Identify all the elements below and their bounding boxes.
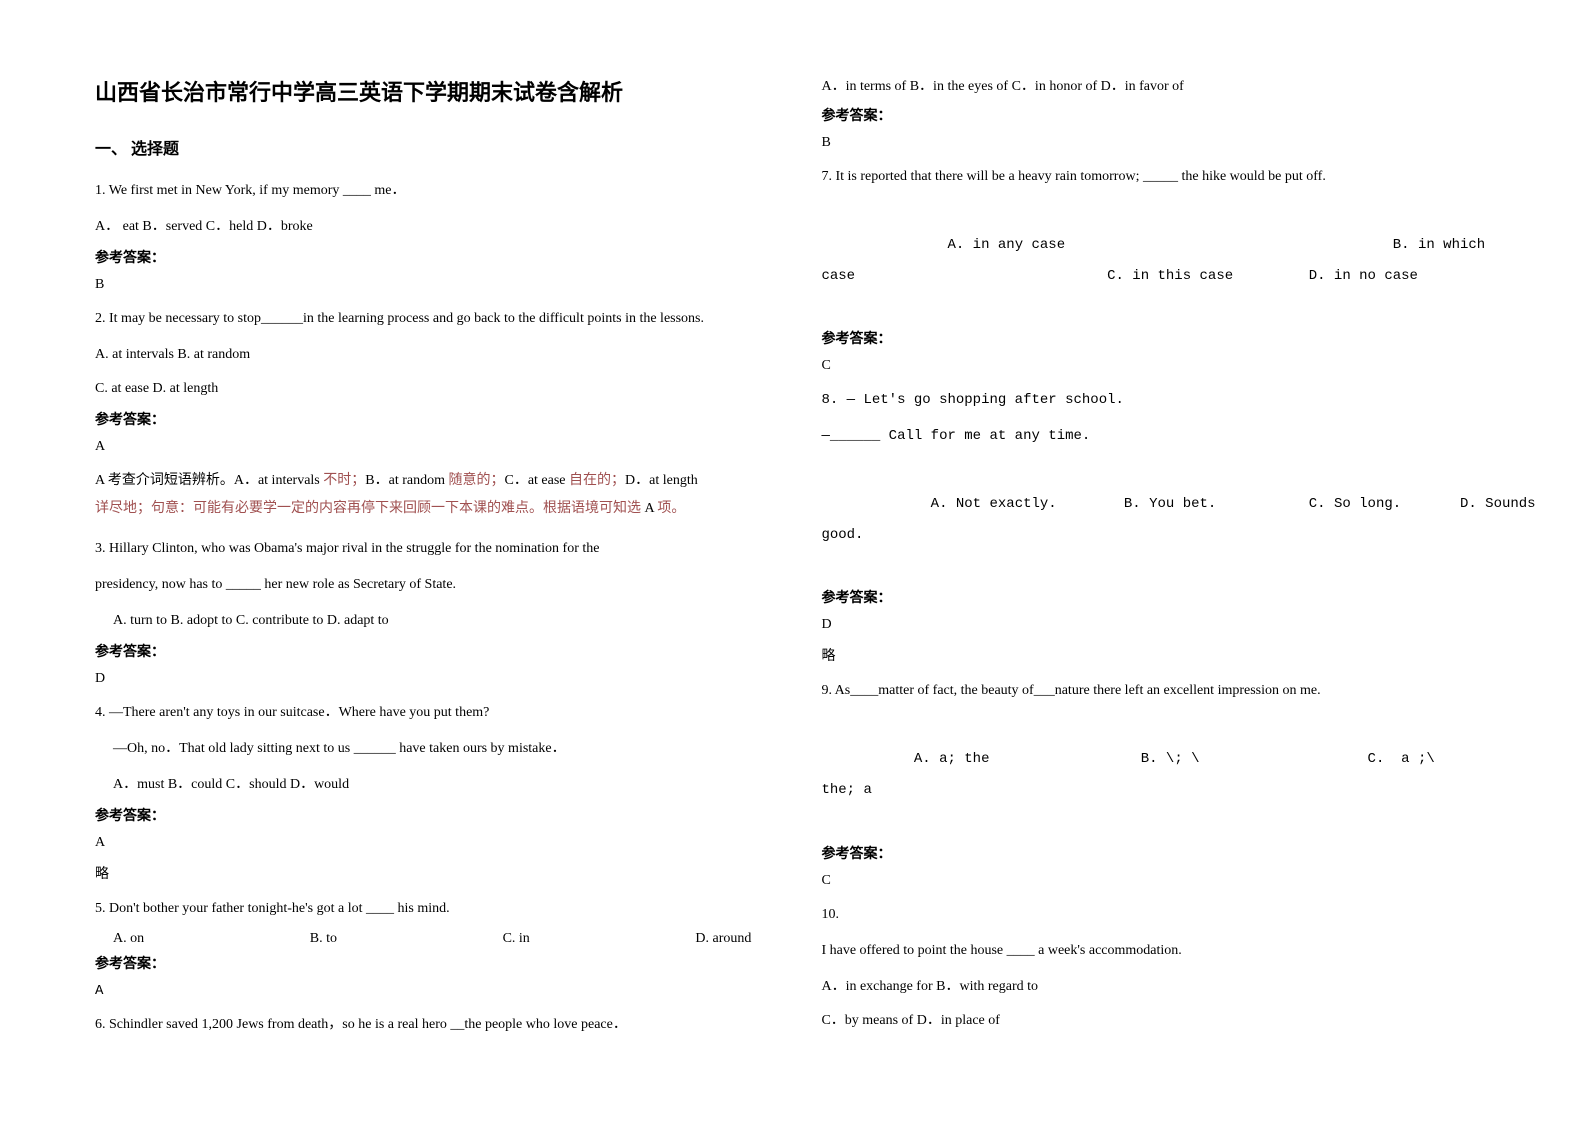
doc-title: 山西省长治市常行中学高三英语下学期期末试卷含解析 <box>95 75 761 107</box>
q4-text-1: 4. —There aren't any toys in our suitcas… <box>95 699 761 727</box>
question-9: 9. As____matter of fact, the beauty of__… <box>821 677 1492 888</box>
q5-opt-b: B. to <box>310 931 337 947</box>
page-container: 山西省长治市常行中学高三英语下学期期末试卷含解析 一、 选择题 1. We fi… <box>95 75 1492 1047</box>
answer-label: 参考答案： <box>95 409 761 429</box>
q2-expl-1e: C．at ease <box>504 473 565 488</box>
q4-answer: A <box>95 835 761 851</box>
q5-text: 5. Don't bother your father tonight-he's… <box>95 895 761 923</box>
q1-options: A． eat B．served C．held D．broke <box>95 213 761 241</box>
question-7: 7. It is reported that there will be a h… <box>821 163 1492 374</box>
q5-opt-a: A. on <box>113 931 144 947</box>
q6-answer: B <box>821 135 1492 151</box>
answer-label: 参考答案： <box>821 587 1492 607</box>
q4-text-2: —Oh, no．That old lady sitting next to us… <box>95 735 761 763</box>
q10-options-2: C．by means of D．in place of <box>821 1007 1492 1035</box>
answer-label: 参考答案： <box>95 953 761 973</box>
q9-opt-l2: the; a <box>821 782 871 798</box>
question-6-cont: A．in terms of B．in the eyes of C．in hono… <box>821 75 1492 151</box>
q5-options: A. on B. to C. in D. around <box>95 931 761 947</box>
q2-explanation: A 考查介词短语辨析。A．at intervals 不时；B．at random… <box>95 467 761 523</box>
q2-expl-1b: 不时； <box>320 473 366 488</box>
q2-answer: A <box>95 439 761 455</box>
q3-text-2: presidency, now has to _____ her new rol… <box>95 571 761 599</box>
question-6: 6. Schindler saved 1,200 Jews from death… <box>95 1011 761 1039</box>
q9-opt-l1: A. a; the B. \; \ C. a ;\ D. <box>889 751 1587 767</box>
q8-text-2: —______ Call for me at any time. <box>821 422 1492 450</box>
q5-answer: A <box>95 983 761 999</box>
q8-opt-l1: A. Not exactly. B. You bet. C. So long. … <box>889 496 1536 512</box>
question-8: 8. — Let's go shopping after school. —__… <box>821 386 1492 665</box>
answer-label: 参考答案： <box>95 247 761 267</box>
q10-options-1: A．in exchange for B．with regard to <box>821 973 1492 1001</box>
q1-text: 1. We first met in New York, if my memor… <box>95 177 761 205</box>
q6-options: A．in terms of B．in the eyes of C．in hono… <box>821 75 1492 95</box>
question-5: 5. Don't bother your father tonight-he's… <box>95 895 761 999</box>
q2-expl-1g: D．at length <box>625 473 698 488</box>
answer-label: 参考答案： <box>95 641 761 661</box>
q5-opt-d: D. around <box>695 931 751 947</box>
q10-number: 10. <box>821 901 1492 929</box>
section-heading: 一、 选择题 <box>95 135 761 159</box>
q2-expl-2a: 详尽地；句意：可能有必要学一定的内容再停下来回顾一下本课的难点。根据语境可知选 <box>95 501 645 516</box>
right-column: A．in terms of B．in the eyes of C．in hono… <box>821 75 1492 1047</box>
q7-answer: C <box>821 358 1492 374</box>
q2-expl-1a: A 考查介词短语辨析。A．at intervals <box>95 473 320 488</box>
q6-text: 6. Schindler saved 1,200 Jews from death… <box>95 1011 761 1039</box>
q5-opt-c: C. in <box>503 931 530 947</box>
q9-text: 9. As____matter of fact, the beauty of__… <box>821 677 1492 705</box>
q4-options: A．must B．could C．should D．would <box>95 771 761 799</box>
q2-options-a: A. at intervals B. at random <box>95 341 761 369</box>
q8-text-1: 8. — Let's go shopping after school. <box>821 386 1492 414</box>
q8-opt-l2: good. <box>821 527 863 543</box>
q7-opt-l2: case C. in this case D. in no case <box>821 268 1418 284</box>
left-column: 山西省长治市常行中学高三英语下学期期末试卷含解析 一、 选择题 1. We fi… <box>95 75 761 1047</box>
q2-options-b: C. at ease D. at length <box>95 375 761 403</box>
q8-options: A. Not exactly. B. You bet. C. So long. … <box>821 458 1492 581</box>
q2-expl-1d: 随意的； <box>445 473 505 488</box>
answer-label: 参考答案： <box>95 805 761 825</box>
q3-text-1: 3. Hillary Clinton, who was Obama's majo… <box>95 535 761 563</box>
answer-label: 参考答案： <box>821 843 1492 863</box>
q2-expl-1f: 自在的； <box>566 473 626 488</box>
question-3: 3. Hillary Clinton, who was Obama's majo… <box>95 535 761 687</box>
q8-omit: 略 <box>821 645 1492 665</box>
q7-options: A. in any case B. in which case C. in thi… <box>821 199 1492 322</box>
q2-expl-1c: B．at random <box>365 473 445 488</box>
question-4: 4. —There aren't any toys in our suitcas… <box>95 699 761 883</box>
q1-answer: B <box>95 277 761 293</box>
q10-text: I have offered to point the house ____ a… <box>821 937 1492 965</box>
question-2: 2. It may be necessary to stop______in t… <box>95 305 761 523</box>
q7-text: 7. It is reported that there will be a h… <box>821 163 1492 191</box>
question-1: 1. We first met in New York, if my memor… <box>95 177 761 293</box>
q7-opt-l1: A. in any case B. in which <box>889 237 1486 253</box>
q4-omit: 略 <box>95 863 761 883</box>
q2-expl-2c: 项。 <box>654 501 686 516</box>
q8-answer: D <box>821 617 1492 633</box>
q3-answer: D <box>95 671 761 687</box>
q2-text: 2. It may be necessary to stop______in t… <box>95 305 761 333</box>
q9-options: A. a; the B. \; \ C. a ;\ D.the; a <box>821 713 1492 836</box>
answer-label: 参考答案： <box>821 105 1492 125</box>
answer-label: 参考答案： <box>821 328 1492 348</box>
question-10: 10. I have offered to point the house __… <box>821 901 1492 1035</box>
q9-answer: C <box>821 873 1492 889</box>
q2-expl-2b: A <box>645 501 654 516</box>
q3-options: A. turn to B. adopt to C. contribute to … <box>95 607 761 635</box>
